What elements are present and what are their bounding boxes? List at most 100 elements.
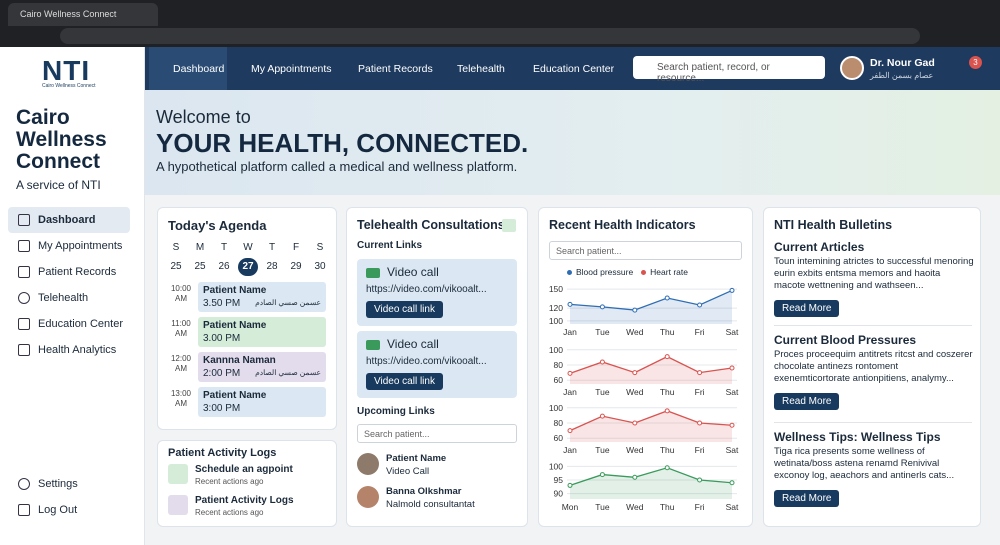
notification-badge[interactable]: 3 (969, 56, 982, 69)
section-label: Upcoming Links (357, 406, 435, 417)
point (729, 365, 735, 371)
read-more[interactable]: Read More (774, 393, 840, 410)
agenda-event[interactable]: Patient Name 3.00 PM (198, 317, 326, 347)
person-name: Banna Olkshmar (386, 486, 462, 497)
article-body: Proces proceequim antitrets ritcst and c… (774, 349, 973, 384)
nav-item[interactable]: Log Out (8, 497, 130, 523)
event-note: عسمن صسي الصادم (255, 298, 321, 307)
date[interactable]: 25 (170, 261, 182, 272)
weekday: S (172, 242, 180, 253)
line (569, 355, 733, 374)
divider (774, 325, 972, 326)
nav-label: Telehealth (38, 292, 89, 304)
agenda-event[interactable]: Kannna Naman 2:00 PM عسمن صسي الصادم (198, 352, 326, 382)
point (664, 354, 670, 360)
card-title: Today's Agenda (168, 218, 267, 233)
search[interactable]: Search patient... (357, 424, 517, 443)
activity-title: Schedule an agpoint (195, 464, 293, 475)
search[interactable]: Search patient, record, or resource... (633, 56, 825, 84)
agenda-event[interactable]: Patient Name 3:00 PM (198, 387, 326, 417)
mini-chart: 60 80 100 Jan Tue Wed Thu Fri Sat (549, 345, 739, 397)
read-more[interactable]: Read More (774, 300, 840, 317)
nav-item[interactable]: Health Analytics (8, 337, 130, 363)
area (570, 290, 732, 324)
address-bar[interactable] (60, 28, 920, 44)
x-tick-label: Mon (562, 502, 579, 512)
event-row: 3:00 PM (203, 403, 321, 414)
legend-label: Blood pressure (576, 267, 634, 277)
mini-chart: 90 95 100 Mon Tue Wed Thu Fri Sat (549, 461, 739, 512)
date[interactable]: 29 (290, 261, 302, 272)
logo: NTI (42, 55, 91, 86)
point (697, 302, 703, 308)
article-heading: Current Blood Pressures (774, 333, 917, 347)
nav-item[interactable]: Settings (8, 471, 130, 497)
call-icon (366, 340, 380, 350)
weekday: W (243, 242, 253, 253)
area (570, 356, 732, 384)
nav-item[interactable]: My Appointments (8, 233, 130, 259)
tab[interactable]: Cairo Wellness Connect (8, 3, 158, 26)
y-tick-label: 100 (549, 403, 563, 413)
top-nav-item[interactable]: Patient Records (358, 63, 433, 75)
event-time: 3:00 PM (203, 403, 241, 414)
y-tick-label: 100 (549, 461, 563, 471)
avatar[interactable] (840, 56, 864, 80)
article-heading: Current Articles (774, 240, 865, 254)
call-title: Video call (387, 337, 439, 351)
top-nav-item[interactable]: Telehealth (457, 63, 505, 75)
event-row: 3.50 PM عسمن صسي الصادم (203, 298, 321, 309)
person-role: Video Call (386, 466, 430, 477)
y-tick-label: 90 (554, 489, 564, 499)
side-nav: Dashboard My Appointments Patient Record… (8, 207, 130, 363)
date[interactable]: 25 (194, 261, 206, 272)
nav-item[interactable]: Education Center (8, 311, 130, 337)
card-title: Patient Activity Logs (168, 447, 277, 459)
top-nav-item[interactable]: Education Center (533, 63, 615, 75)
activity-icon (168, 495, 188, 515)
search[interactable]: Search patient... (549, 241, 742, 260)
call-button[interactable]: Video call link (366, 373, 443, 390)
point (632, 420, 638, 426)
x-tick-label: Fri (695, 502, 705, 512)
point (729, 480, 735, 486)
point (567, 301, 573, 307)
legend-label: Heart rate (650, 267, 688, 277)
read-more[interactable]: Read More (774, 490, 840, 507)
point (729, 287, 735, 293)
y-tick-label: 120 (549, 303, 563, 313)
point (567, 428, 573, 434)
y-tick-label: 60 (554, 375, 564, 385)
point (599, 304, 605, 310)
event-row: 2:00 PM عسمن صسي الصادم (203, 368, 321, 379)
top-nav-item[interactable]: Dashboard (173, 63, 225, 75)
article: Current Articles Toun intemining atricte… (774, 240, 974, 317)
x-tick-label: Fri (695, 327, 705, 337)
event-name: Patient Name (203, 285, 267, 296)
x-tick-label: Sat (726, 327, 739, 337)
top-nav-item[interactable]: My Appointments (251, 63, 332, 75)
nav-item[interactable]: Patient Records (8, 259, 130, 285)
y-tick-label: 100 (549, 345, 563, 355)
point (729, 422, 735, 428)
date-selected[interactable]: 27 (238, 258, 258, 276)
x-tick-label: Thu (660, 327, 675, 337)
browser-chrome: Cairo Wellness Connect (0, 0, 1000, 47)
x-tick-label: Thu (660, 445, 675, 455)
call-card: Video call https://video.com/vikooalt...… (357, 331, 517, 398)
y-tick-label: 80 (554, 418, 564, 428)
legend-item: Heart rate (641, 267, 688, 277)
side-bottom: Settings Log Out (8, 471, 130, 523)
y-tick-label: 100 (549, 316, 563, 326)
hero-subtitle: A hypothetical platform called a medical… (156, 159, 518, 174)
nav-item[interactable]: Dashboard (8, 207, 130, 233)
x-tick-label: Tue (595, 502, 610, 512)
event-time: 2:00 PM (203, 368, 241, 379)
nav-item[interactable]: Telehealth (8, 285, 130, 311)
agenda-event[interactable]: Patient Name 3.50 PM عسمن صسي الصادم (198, 282, 326, 312)
date[interactable]: 26 (218, 261, 230, 272)
area (570, 410, 732, 442)
date[interactable]: 30 (314, 261, 326, 272)
call-button[interactable]: Video call link (366, 301, 443, 318)
date[interactable]: 28 (266, 261, 278, 272)
